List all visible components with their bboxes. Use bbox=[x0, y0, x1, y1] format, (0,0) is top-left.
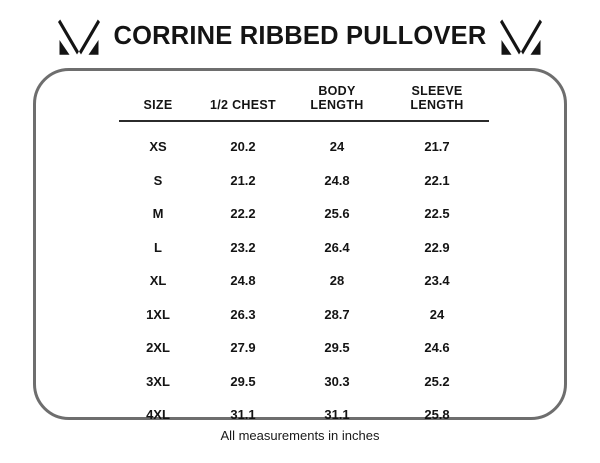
cell-size: 3XL bbox=[146, 373, 170, 389]
column-header-size: SIZE bbox=[143, 98, 173, 113]
cell-body-length: 26.4 bbox=[324, 239, 350, 255]
cell-body-length: 24.8 bbox=[324, 172, 350, 188]
column-header-body-length: BODY LENGTH bbox=[310, 83, 364, 113]
table-row: S 21.2 24.8 22.1 bbox=[119, 164, 489, 198]
cell-sleeve-length: 22.9 bbox=[424, 239, 450, 255]
cell-body-length: 28.7 bbox=[324, 306, 350, 322]
cell-sleeve-length: 22.5 bbox=[424, 206, 450, 222]
cell-sleeve-length: 22.1 bbox=[424, 172, 450, 188]
table-row: XS 20.2 24 21.7 bbox=[119, 121, 489, 164]
size-chart-table: SIZE 1/2 CHEST BODY LENGTH SLEEVE LENGTH… bbox=[119, 79, 489, 432]
table-row: L 23.2 26.4 22.9 bbox=[119, 231, 489, 265]
size-chart-card: SIZE 1/2 CHEST BODY LENGTH SLEEVE LENGTH… bbox=[33, 68, 567, 421]
cell-half-chest: 26.3 bbox=[230, 306, 256, 322]
cell-half-chest: 27.9 bbox=[230, 340, 256, 356]
page-title: CORRINE RIBBED PULLOVER bbox=[113, 22, 487, 51]
cell-half-chest: 22.2 bbox=[230, 206, 256, 222]
table-header-row: SIZE 1/2 CHEST BODY LENGTH SLEEVE LENGTH bbox=[119, 79, 489, 121]
column-header-half-chest: 1/2 CHEST bbox=[210, 98, 276, 113]
cell-sleeve-length: 24 bbox=[429, 306, 445, 322]
column-header-sleeve-length: SLEEVE LENGTH bbox=[410, 83, 464, 113]
cell-size: L bbox=[154, 239, 162, 255]
cell-body-length: 24 bbox=[329, 139, 345, 155]
cell-half-chest: 31.1 bbox=[230, 407, 256, 423]
table-body: XS 20.2 24 21.7 S 21.2 24.8 22.1 M 22.2 … bbox=[119, 121, 489, 432]
cell-body-length: 31.1 bbox=[324, 407, 350, 423]
brand-chevron-icon-right bbox=[500, 19, 543, 55]
cell-size: XS bbox=[149, 139, 167, 155]
cell-sleeve-length: 25.8 bbox=[424, 407, 450, 423]
cell-body-length: 28 bbox=[329, 273, 345, 289]
table-row: 4XL 31.1 31.1 25.8 bbox=[119, 398, 489, 432]
table-row: 2XL 27.9 29.5 24.6 bbox=[119, 331, 489, 365]
measurements-note: All measurements in inches bbox=[220, 428, 380, 443]
cell-sleeve-length: 24.6 bbox=[424, 340, 450, 356]
cell-body-length: 29.5 bbox=[324, 340, 350, 356]
cell-sleeve-length: 21.7 bbox=[424, 139, 450, 155]
cell-size: S bbox=[153, 172, 163, 188]
cell-sleeve-length: 23.4 bbox=[424, 273, 450, 289]
cell-size: M bbox=[152, 206, 164, 222]
cell-size: 1XL bbox=[146, 306, 170, 322]
cell-body-length: 25.6 bbox=[324, 206, 350, 222]
cell-size: 4XL bbox=[146, 407, 170, 423]
table-row: 1XL 26.3 28.7 24 bbox=[119, 298, 489, 332]
brand-chevron-icon-left bbox=[57, 19, 100, 55]
cell-half-chest: 23.2 bbox=[230, 239, 256, 255]
cell-half-chest: 21.2 bbox=[230, 172, 256, 188]
table-row: M 22.2 25.6 22.5 bbox=[119, 197, 489, 231]
cell-sleeve-length: 25.2 bbox=[424, 373, 450, 389]
cell-size: 2XL bbox=[146, 340, 170, 356]
cell-half-chest: 24.8 bbox=[230, 273, 256, 289]
cell-half-chest: 29.5 bbox=[230, 373, 256, 389]
cell-body-length: 30.3 bbox=[324, 373, 350, 389]
title-bar: CORRINE RIBBED PULLOVER bbox=[0, 14, 600, 60]
table-row: 3XL 29.5 30.3 25.2 bbox=[119, 365, 489, 399]
table-row: XL 24.8 28 23.4 bbox=[119, 264, 489, 298]
cell-size: XL bbox=[149, 273, 167, 289]
cell-half-chest: 20.2 bbox=[230, 139, 256, 155]
